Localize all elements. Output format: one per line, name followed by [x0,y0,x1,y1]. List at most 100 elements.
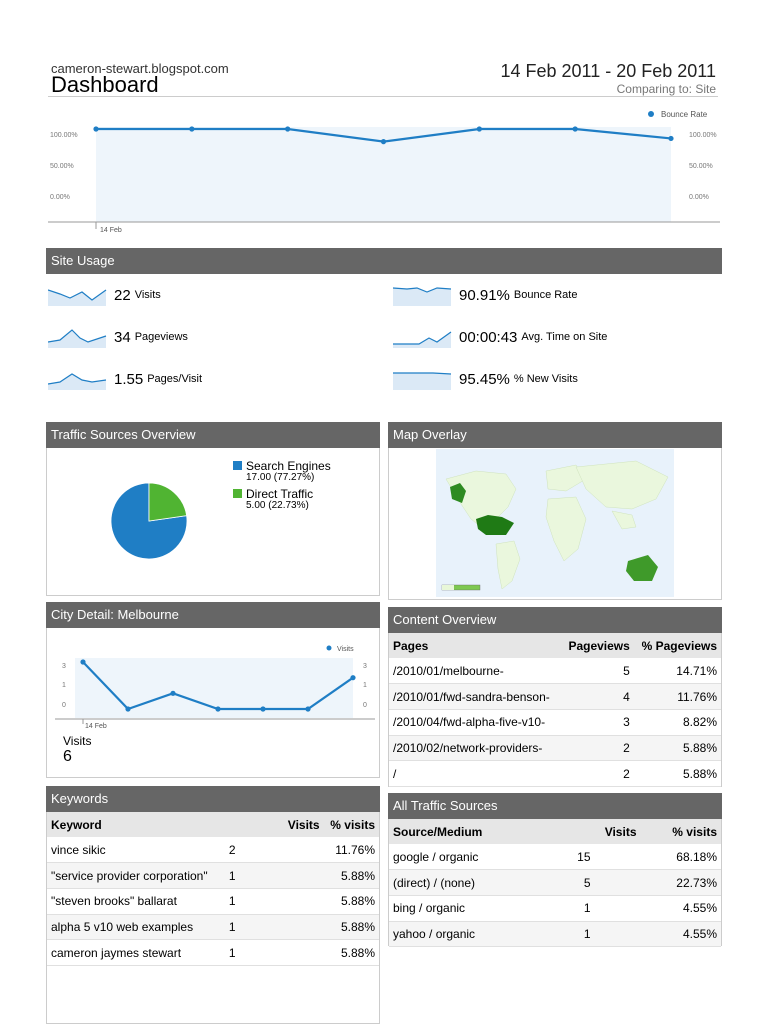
all-traffic-header: All Traffic Sources [388,793,722,819]
col-header[interactable]: Visits [537,819,641,844]
legend-dot [326,645,332,651]
content-table: Pages Pageviews % Pageviews /2010/01/mel… [389,633,721,787]
data-point [305,706,311,712]
site-url: cameron-stewart.blogspot.com [51,61,229,76]
col-header[interactable]: Source/Medium [389,819,538,844]
site-usage-header: Site Usage [46,248,722,274]
table-row[interactable]: alpha 5 v10 web examples 1 5.88% [47,914,379,941]
cell: 3 [561,709,634,736]
bounce-rate-chart: Bounce Rate 100.00% 50.00% 0.00% 100.00%… [48,105,720,235]
table-row[interactable]: yahoo / organic 1 4.55% [389,921,721,948]
table-row[interactable]: "service provider corporation" 1 5.88% [47,862,379,889]
source-link[interactable]: (direct) / (none) [389,869,538,896]
traffic-sources-header: Traffic Sources Overview [46,422,380,448]
metric-visits[interactable]: 22 Visits [48,284,161,306]
table-row[interactable]: /2 5.88% [389,760,721,787]
metric-value: 22 [114,286,131,304]
y-tick-right: 0.00% [689,194,709,201]
traffic-sources-panel: Search Engines 17.00 (77.27%) Direct Tra… [46,448,380,596]
content-overview-panel: Pages Pageviews % Pageviews /2010/01/mel… [388,633,722,787]
metric-pages-per-visit[interactable]: 1.55 Pages/Visit [48,368,202,390]
metric-pageviews[interactable]: 34 Pageviews [48,326,188,348]
content-overview-header: Content Overview [388,607,722,633]
y-tick-right: 50.00% [689,163,713,170]
keyword-link[interactable]: "steven brooks" ballarat [47,888,220,915]
col-header[interactable]: % Pageviews [633,633,721,658]
metric-value: 00:00:43 [459,328,518,346]
metric-bounce-rate[interactable]: 90.91% Bounce Rate [393,284,577,306]
data-point [260,706,266,712]
table-row[interactable]: "steven brooks" ballarat 1 5.88% [47,888,379,915]
map-overlay-header: Map Overlay [388,422,722,448]
metric-label: Visits [134,289,161,301]
table-row[interactable]: vince sikic 2 11.76% [47,837,379,864]
cell: 5.88% [323,914,379,941]
world-map[interactable] [436,449,674,597]
page-title: Dashboard [51,72,159,97]
metric-label: Avg. Time on Site [521,331,608,343]
cell: 4 [561,683,634,710]
y-tick-right: 1 [363,682,367,689]
data-point [80,659,86,665]
metric-value: 34 [114,328,131,346]
date-range[interactable]: 14 Feb 2011 - 20 Feb 2011 [500,61,717,81]
city-detail-header: City Detail: Melbourne [46,602,380,628]
pie-slice [110,482,188,560]
page-link[interactable]: / [389,760,562,787]
col-header[interactable]: % visits [640,819,721,844]
cell: 5.88% [323,939,379,966]
data-point [170,690,176,696]
keyword-link[interactable]: "service provider corporation" [47,862,220,889]
cell: 2 [561,735,634,762]
keyword-link[interactable]: vince sikic [47,837,220,864]
table-row[interactable]: (direct) / (none) 5 22.73% [389,869,721,896]
metric-label: Bounce Rate [513,289,578,301]
cell: 1 [219,914,324,941]
table-row[interactable]: /2010/02/network-providers- 2 5.88% [389,735,721,762]
page-link[interactable]: /2010/04/fwd-alpha-five-v10- [389,709,562,736]
col-header[interactable]: Visits [219,812,324,837]
col-header[interactable]: Pages [389,633,562,658]
table-row[interactable]: bing / organic 1 4.55% [389,895,721,922]
metric-avg-time[interactable]: 00:00:43 Avg. Time on Site [393,326,607,348]
sparkline-icon [393,287,452,306]
legend-detail: 17.00 (77.27%) [246,472,315,483]
data-point [215,706,221,712]
keywords-table: Keyword Visits % visits vince sikic 2 11.7… [47,812,379,966]
sparkline-icon [393,331,452,348]
col-header[interactable]: Keyword [47,812,220,837]
page-link[interactable]: /2010/02/network-providers- [389,735,562,762]
cell: 2 [561,760,634,787]
cell: 68.18% [640,844,721,871]
keyword-link[interactable]: cameron jaymes stewart [47,939,220,966]
cell: 5 [537,869,641,896]
keyword-link[interactable]: alpha 5 v10 web examples [47,914,220,941]
legend-label: Search Engines [246,459,331,473]
traffic-table: Source/Medium Visits % visits google / o… [389,819,721,948]
table-row[interactable]: /2010/01/fwd-sandra-benson- 4 11.76% [389,683,721,710]
cell: 4.55% [640,895,721,922]
y-tick: 1 [62,682,66,689]
legend-item-direct-traffic[interactable]: Direct Traffic [233,488,331,500]
col-header[interactable]: Pageviews [561,633,634,658]
legend-item-search-engines[interactable]: Search Engines [233,460,331,472]
table-row[interactable]: /2010/01/melbourne- 5 14.71% [389,658,721,685]
page-link[interactable]: /2010/01/fwd-sandra-benson- [389,683,562,710]
metric-new-visits[interactable]: 95.45% % New Visits [393,368,578,390]
page-link[interactable]: /2010/01/melbourne- [389,658,562,685]
source-link[interactable]: bing / organic [389,895,538,922]
table-row[interactable]: cameron jaymes stewart 1 5.88% [47,939,379,966]
cell: 1 [219,888,324,915]
legend-dot [648,111,654,117]
metric-label: Pageviews [134,331,188,343]
data-point [93,126,99,132]
keywords-header: Keywords [46,786,380,812]
source-link[interactable]: google / organic [389,844,538,871]
header-divider [48,96,718,97]
table-row[interactable]: /2010/04/fwd-alpha-five-v10- 3 8.82% [389,709,721,736]
metric-label: % New Visits [513,373,578,385]
source-link[interactable]: yahoo / organic [389,921,538,948]
pie-slice [148,482,188,522]
table-row[interactable]: google / organic 15 68.18% [389,844,721,871]
col-header[interactable]: % visits [323,812,379,837]
